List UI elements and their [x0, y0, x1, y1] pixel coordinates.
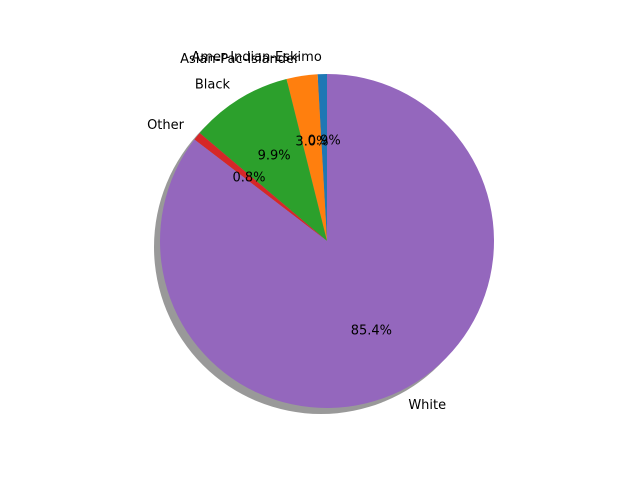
- pie-slice-amer-indian-eskimo: [317, 74, 327, 241]
- pct-label-asian-pac-islander: 3.0%: [295, 134, 328, 149]
- pie-slice-black: [199, 78, 327, 241]
- pie-slice-asian-pac-islander: [286, 74, 327, 242]
- pct-label-black: 9.9%: [258, 148, 291, 163]
- slice-label-white: White: [408, 398, 446, 413]
- pct-label-other: 0.8%: [232, 171, 265, 186]
- slice-label-asian-pac-islander: Asian-Pac-Islander: [180, 52, 300, 67]
- pie-slice-other: [194, 132, 327, 241]
- slice-label-black: Black: [195, 77, 231, 92]
- pie-labels: Amer-Indian-Eskimo 0.9% Asian-Pac-Islander…: [147, 50, 446, 413]
- pie-slice-white: [160, 74, 495, 408]
- pct-label-amer-indian-eskimo: 0.9%: [308, 133, 341, 148]
- slice-label-other: Other: [147, 118, 185, 133]
- slice-label-amer-indian-eskimo: Amer-Indian-Eskimo: [191, 50, 321, 65]
- pct-label-white: 85.4%: [351, 323, 392, 338]
- pie-slices: [160, 74, 495, 408]
